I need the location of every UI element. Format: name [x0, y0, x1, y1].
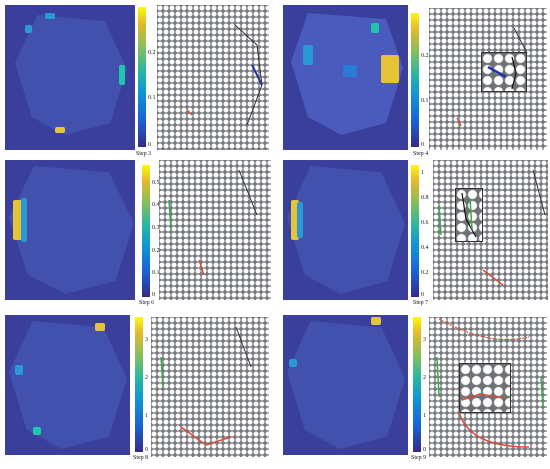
- maze-map: [159, 160, 271, 300]
- colorbar-tick: 0.3: [152, 225, 160, 231]
- path-overlay: [186, 24, 263, 126]
- maze-map: [433, 160, 548, 300]
- colorbar: [142, 165, 150, 297]
- panel-step-9: 3 2 1 0 Step 9: [283, 315, 548, 467]
- colorbar-tick: 0.2: [421, 270, 429, 276]
- zoom-inset: [455, 188, 483, 242]
- colorbar-tick: 0.4: [421, 245, 429, 251]
- path-overlay: [456, 27, 528, 127]
- colorbar-tick: 0: [148, 142, 151, 148]
- step-label: Step 8: [133, 455, 149, 461]
- path-overlay: [160, 326, 252, 446]
- colorbar-tick: 0: [423, 447, 426, 453]
- heatmap: [5, 160, 135, 300]
- colorbar-tick: 3: [145, 337, 148, 343]
- heatmap: [283, 160, 408, 300]
- path-overlay: [438, 169, 546, 286]
- panel-step-3: 0.2 0.1 0 Step 3: [5, 5, 270, 157]
- heatmap: [283, 315, 408, 455]
- colorbar-tick: 3: [423, 337, 426, 343]
- maze-map: [151, 317, 269, 457]
- step-label: Step 6: [139, 300, 155, 306]
- colorbar-tick: 1: [421, 170, 424, 176]
- colorbar: [411, 13, 419, 147]
- colorbar: [138, 7, 146, 147]
- colorbar-tick: 0.2: [421, 53, 429, 59]
- heatmap: [283, 5, 408, 150]
- colorbar-tick: 0.5: [152, 180, 160, 186]
- maze-map: [429, 8, 547, 150]
- colorbar-tick: 0.1: [148, 95, 156, 101]
- step-label: Step 4: [413, 151, 429, 157]
- heatmap: [5, 5, 135, 150]
- colorbar-tick: 2: [423, 375, 426, 381]
- colorbar-tick: 0.2: [152, 248, 160, 254]
- zoom-inset: [481, 52, 527, 92]
- panel-step-7: 1 0.8 0.6 0.4 0.2 0 Step 7: [283, 160, 548, 310]
- colorbar-tick: 0.8: [421, 195, 429, 201]
- step-label: Step 7: [413, 300, 429, 306]
- colorbar: [411, 165, 419, 297]
- panel-step-6: 0.5 0.4 0.3 0.2 0.1 0 Step 6: [5, 160, 271, 310]
- path-overlay: [168, 169, 258, 276]
- maze-map: [429, 317, 547, 457]
- path-overlay: [436, 318, 544, 448]
- colorbar-tick: 0.1: [152, 270, 160, 276]
- colorbar-tick: 0: [145, 447, 148, 453]
- colorbar-tick: 1: [145, 413, 148, 419]
- colorbar-tick: 0.4: [152, 202, 160, 208]
- colorbar: [413, 317, 421, 452]
- colorbar-tick: 0.1: [421, 98, 429, 104]
- step-label: Step 3: [136, 151, 152, 157]
- colorbar-tick: 0: [152, 292, 155, 298]
- colorbar-tick: 0: [421, 142, 424, 148]
- zoom-inset: [459, 363, 511, 413]
- step-label: Step 9: [411, 455, 427, 461]
- colorbar-tick: 0: [421, 292, 424, 298]
- colorbar-tick: 0.6: [421, 220, 429, 226]
- colorbar-tick: 1: [423, 413, 426, 419]
- heatmap: [5, 315, 130, 455]
- colorbar-tick: 0.2: [148, 50, 156, 56]
- colorbar-tick: 2: [145, 375, 148, 381]
- panel-step-4: 0.2 0.1 0 Step 4: [283, 5, 548, 157]
- panel-step-8: 3 2 1 0 Step 8: [5, 315, 270, 467]
- maze-map: [157, 5, 269, 150]
- colorbar: [135, 317, 143, 452]
